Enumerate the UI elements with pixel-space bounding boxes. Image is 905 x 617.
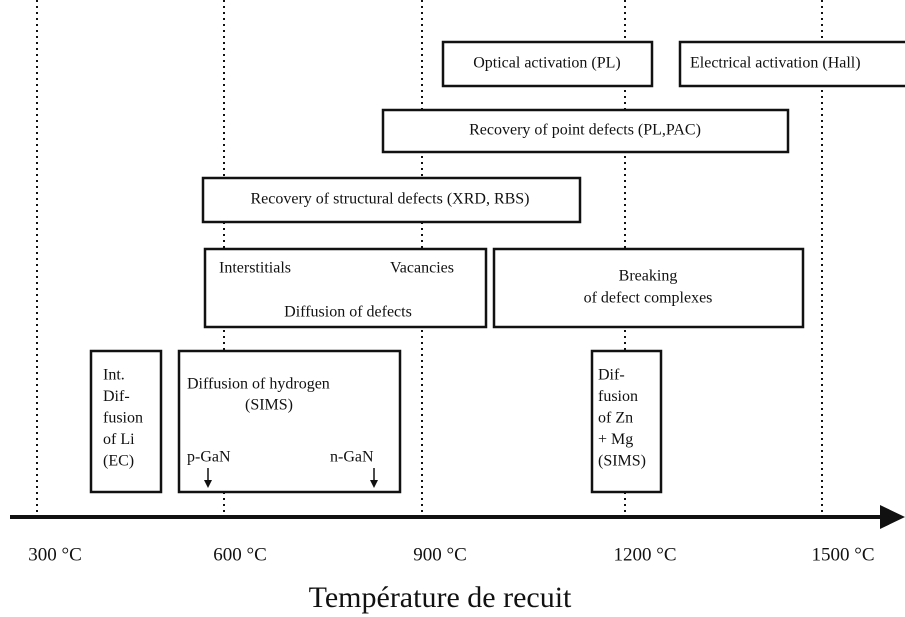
box-label: fusion [598,388,638,405]
box: Optical activation (PL) [441,40,654,88]
tick-label: 1200 °C [613,544,676,565]
box-label: of Zn [598,410,633,427]
box-label: (SIMS) [598,453,646,470]
tick-label: 1500 °C [811,544,874,565]
box-frame [678,40,905,88]
box-frame [492,247,805,329]
box-label: + Mg [598,431,633,448]
tick-label: 600 °C [213,544,267,565]
box: Dif-fusion of Zn + Mg (SIMS) [590,349,663,494]
box-label: (SIMS) [245,397,293,414]
box-label: Breaking [619,268,678,285]
box-label: Diffusion of hydrogen [187,376,330,393]
box: Recovery of structural defects (XRD, RBS… [201,176,582,224]
box-label: Diffusion of defects [284,304,412,321]
tick-label: 900 °C [413,544,467,565]
tick-label: 300 °C [28,544,82,565]
box-frame [381,108,790,154]
arrow-head [370,480,378,488]
box-frame [441,40,654,88]
box: Electrical activation (Hall) [678,40,905,88]
box-label: Int. [103,367,125,384]
boxes: Optical activation (PL) Electrical activa… [89,40,905,494]
box-label: fusion [103,410,143,427]
box-frame [89,349,163,494]
box-label: Electrical activation (Hall) [690,55,861,72]
axis-title: Température de recuit [309,581,572,614]
box-label: of Li [103,431,135,448]
box: Interstitials Vacancies Diffusion of defec… [203,247,488,329]
box: Breaking of defect complexes [492,247,805,329]
box-label: of defect complexes [584,290,713,307]
axis: 300 °C 600 °C 900 °C 1200 °C 1500 °C Températ… [28,544,874,614]
box-label: Vacancies [390,260,454,277]
box-frame [177,349,402,494]
box-label: (EC) [103,453,134,470]
box: Recovery of point defects (PL,PAC) [381,108,790,154]
box: Int. Dif-fusion of Li (EC) [89,349,163,494]
box-label: p-GaN [187,449,231,466]
box-label: Optical activation (PL) [473,55,621,72]
box-label: Dif- [103,388,130,405]
arrow-head [204,480,212,488]
box-label: Dif- [598,367,625,384]
box-frame [203,247,488,329]
box-label: Interstitials [219,260,291,277]
axis-arrow [880,505,905,529]
box-label: Recovery of structural defects (XRD, RBS… [250,191,529,208]
box: Diffusion of hydrogen (SIMS) p-GaN n-GaN [177,349,402,494]
box-label: n-GaN [330,449,374,466]
box-label: Recovery of point defects (PL,PAC) [469,122,701,139]
box-frame [201,176,582,224]
box-frame [590,349,663,494]
